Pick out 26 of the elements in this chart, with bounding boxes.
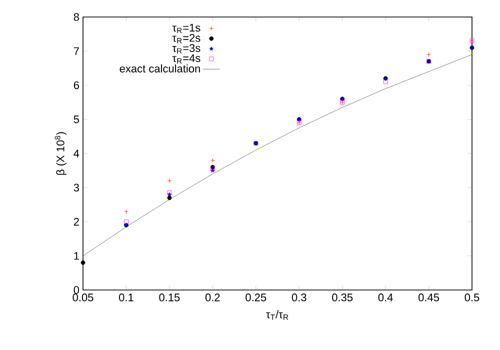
x-tick-label: 0.4: [378, 294, 393, 302]
legend-label: τ$_{R}$=1s: [172, 24, 200, 34]
x-axis-title: τ$_{T}$/τ$_{R}$: [266, 310, 288, 320]
y-tick-label: 0: [74, 286, 80, 294]
x-tick-label: 0.3: [292, 294, 306, 302]
y-tick-label: 3: [74, 184, 79, 192]
y-tick-label: 5: [74, 116, 80, 124]
x-tick-label: 0.2: [205, 294, 220, 302]
x-tick-label: 0.35: [332, 294, 353, 302]
x-tick-label: 0.25: [246, 294, 266, 302]
x-tick-label: 0.1: [119, 294, 134, 302]
y-tick-label: 7: [74, 47, 79, 55]
x-tick-label: 0.45: [418, 294, 440, 302]
y-tick-label: 6: [74, 81, 79, 90]
legend-label: τ$_{R}$=2s: [172, 34, 200, 44]
y-tick-label: 2: [74, 218, 79, 226]
y-tick-label: 4: [74, 150, 80, 158]
legend-label: τ$_{R}$=4s: [172, 54, 200, 64]
x-tick-label: 0.15: [159, 294, 180, 302]
y-tick-label: 8: [74, 13, 79, 21]
x-tick-label: 0.05: [72, 294, 94, 302]
legend-label: τ$_{R}$=3s: [172, 44, 200, 54]
y-axis-title: β (X 10$^{8}$): [54, 132, 66, 175]
y-tick-label: 1: [74, 252, 79, 260]
x-tick-label: 0.5: [464, 294, 480, 302]
legend-label: exact calculation: [120, 64, 200, 72]
